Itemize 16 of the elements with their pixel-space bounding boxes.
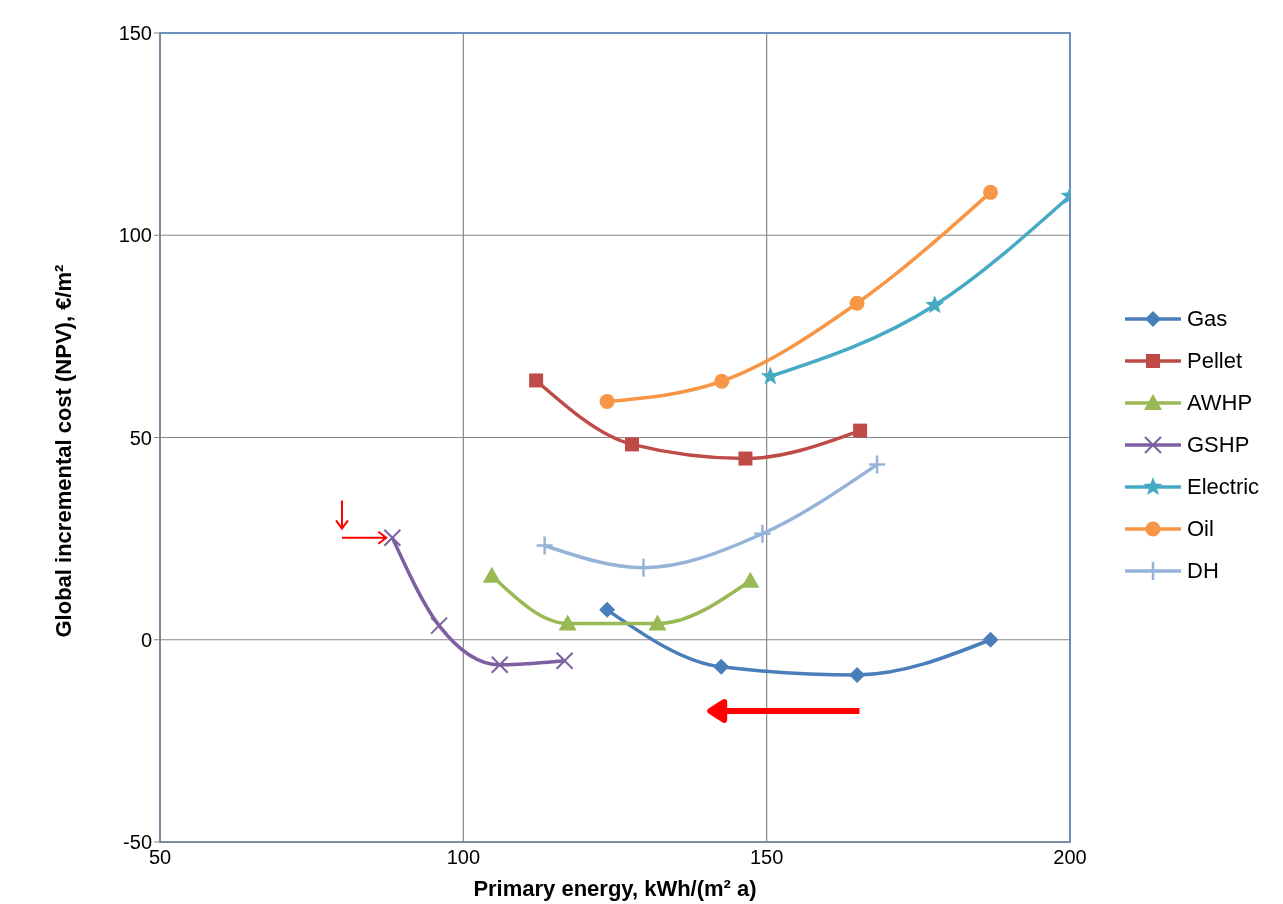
- y-axis-title: Global incremental cost (NPV), €/m²: [50, 264, 76, 638]
- y-tick-label: 100: [118, 224, 152, 247]
- y-tick-label: 0: [140, 628, 152, 651]
- legend-label: Electric: [1187, 474, 1260, 500]
- legend-label: DH: [1187, 558, 1219, 584]
- legend-label: GSHP: [1187, 432, 1250, 458]
- legend-label: Pellet: [1187, 348, 1243, 374]
- y-tick-label: 150: [118, 22, 152, 45]
- x-tick-label: 150: [749, 846, 784, 869]
- x-tick-label: 200: [1053, 846, 1087, 869]
- legend-label: AWHP: [1187, 390, 1253, 416]
- x-tick-label: 100: [446, 846, 481, 869]
- legend-label: Oil: [1187, 516, 1214, 542]
- y-tick-label: 50: [129, 426, 152, 449]
- legend-label: Gas: [1187, 306, 1228, 332]
- x-axis-title: Primary energy, kWh/(m² a): [473, 876, 757, 901]
